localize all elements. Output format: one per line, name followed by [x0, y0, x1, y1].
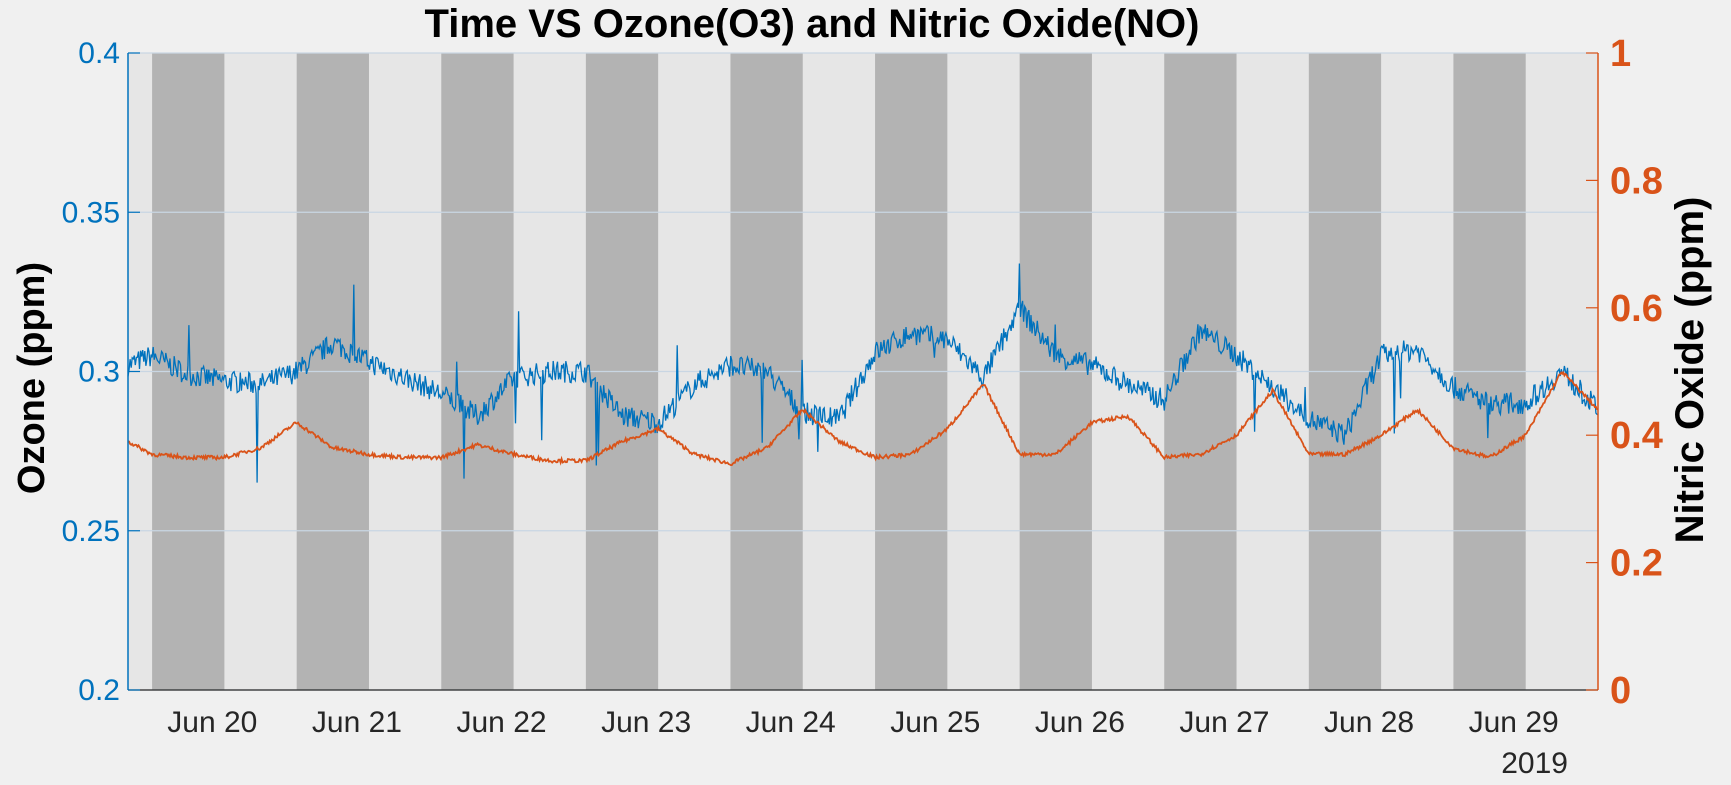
x-tick-label: Jun 28 [1324, 706, 1414, 739]
y-tick-label-right: 0.8 [1610, 160, 1663, 202]
y-tick-label-left: 0.25 [62, 515, 120, 548]
x-tick-label: Jun 20 [167, 706, 257, 739]
chart-title: Time VS Ozone(O3) and Nitric Oxide(NO) [425, 2, 1200, 46]
x-tick-label: Jun 27 [1179, 706, 1269, 739]
y-tick-label-left: 0.4 [78, 37, 120, 70]
y-tick-label-right: 0.6 [1610, 288, 1663, 330]
y-tick-label-right: 0.4 [1610, 415, 1663, 457]
series-lines [127, 263, 1599, 483]
x-axis-year-label: 2019 [1501, 747, 1568, 780]
x-tick-label: Jun 29 [1469, 706, 1559, 739]
y-tick-label-left: 0.2 [78, 674, 120, 707]
y-tick-label-right: 0.2 [1610, 543, 1663, 585]
x-tick-label: Jun 25 [890, 706, 980, 739]
series-ozone [127, 263, 1599, 483]
tick-labels: 0.2 0.25 0.3 0.35 0.4 0 0.2 0.4 0.6 0.8 1 Jun 20 Jun… [62, 33, 1663, 739]
x-tick-label: Jun 24 [746, 706, 836, 739]
x-tick-label: Jun 26 [1035, 706, 1125, 739]
y-tick-label-right: 0 [1610, 670, 1631, 712]
x-tick-label: Jun 21 [312, 706, 402, 739]
y-axis-left-label: Ozone (ppm) [11, 262, 53, 494]
x-tick-label: Jun 22 [456, 706, 546, 739]
y-tick-label-left: 0.35 [62, 196, 120, 229]
series-nitric-oxide [127, 370, 1599, 466]
x-tick-label: Jun 23 [601, 706, 691, 739]
y-tick-label-right: 1 [1610, 33, 1631, 75]
y-axis-right-label: Nitric Oxide (ppm) [1668, 197, 1712, 544]
y-tick-label-left: 0.3 [78, 356, 120, 389]
